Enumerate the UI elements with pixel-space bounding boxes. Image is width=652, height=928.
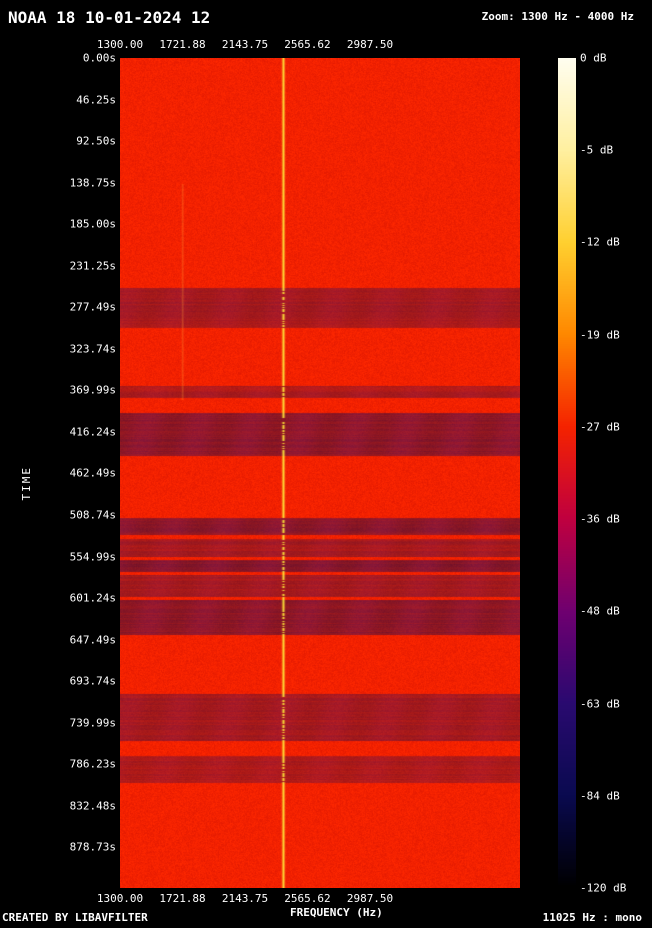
zoom-info: Zoom: 1300 Hz - 4000 Hz [482, 10, 634, 23]
time-tick: 554.99s [70, 550, 116, 563]
freq-tick: 2143.75 [222, 892, 268, 905]
freq-tick: 1300.00 [97, 892, 143, 905]
freq-axis-label: FREQUENCY (Hz) [290, 906, 383, 919]
time-tick: 323.74s [70, 342, 116, 355]
db-tick: -5 dB [580, 144, 613, 157]
time-tick: 462.49s [70, 467, 116, 480]
freq-tick: 1721.88 [159, 892, 205, 905]
footer-left: CREATED BY LIBAVFILTER [2, 911, 148, 924]
time-tick: 231.25s [70, 259, 116, 272]
time-tick: 693.74s [70, 675, 116, 688]
spectrogram-plot [120, 58, 520, 888]
db-tick: -27 dB [580, 420, 620, 433]
db-tick: -36 dB [580, 513, 620, 526]
time-tick: 185.00s [70, 218, 116, 231]
freq-ticks-top: 1300.00 1721.88 2143.75 2565.62 2987.50 [98, 38, 538, 54]
freq-tick: 2143.75 [222, 38, 268, 51]
db-tick: -120 dB [580, 882, 626, 895]
freq-tick: 2987.50 [347, 38, 393, 51]
time-tick: 508.74s [70, 508, 116, 521]
time-tick: 277.49s [70, 301, 116, 314]
footer-right: 11025 Hz : mono [543, 911, 642, 924]
freq-tick: 1300.00 [97, 38, 143, 51]
db-tick: -19 dB [580, 328, 620, 341]
db-tick: -63 dB [580, 697, 620, 710]
time-tick: 786.23s [70, 758, 116, 771]
time-tick: 0.00s [83, 52, 116, 65]
spectrogram-canvas [120, 58, 520, 888]
time-tick: 739.99s [70, 716, 116, 729]
db-tick: 0 dB [580, 52, 607, 65]
freq-tick: 1721.88 [159, 38, 205, 51]
chart-title: NOAA 18 10-01-2024 12 [8, 8, 210, 27]
freq-tick: 2565.62 [284, 38, 330, 51]
db-tick: -84 dB [580, 789, 620, 802]
time-ticks: 0.00s46.25s92.50s138.75s185.00s231.25s27… [0, 58, 118, 888]
time-tick: 138.75s [70, 176, 116, 189]
db-tick: -12 dB [580, 236, 620, 249]
time-tick: 416.24s [70, 425, 116, 438]
time-tick: 369.99s [70, 384, 116, 397]
time-tick: 46.25s [76, 93, 116, 106]
time-tick: 92.50s [76, 135, 116, 148]
freq-tick: 2565.62 [284, 892, 330, 905]
time-tick: 832.48s [70, 799, 116, 812]
time-tick: 601.24s [70, 592, 116, 605]
db-ticks: 0 dB-5 dB-12 dB-19 dB-27 dB-36 dB-48 dB-… [580, 58, 634, 888]
colorbar-canvas [558, 58, 576, 888]
time-axis-label: TIME [20, 466, 33, 501]
db-tick: -48 dB [580, 605, 620, 618]
colorbar [558, 58, 576, 888]
time-tick: 647.49s [70, 633, 116, 646]
time-tick: 878.73s [70, 841, 116, 854]
freq-tick: 2987.50 [347, 892, 393, 905]
